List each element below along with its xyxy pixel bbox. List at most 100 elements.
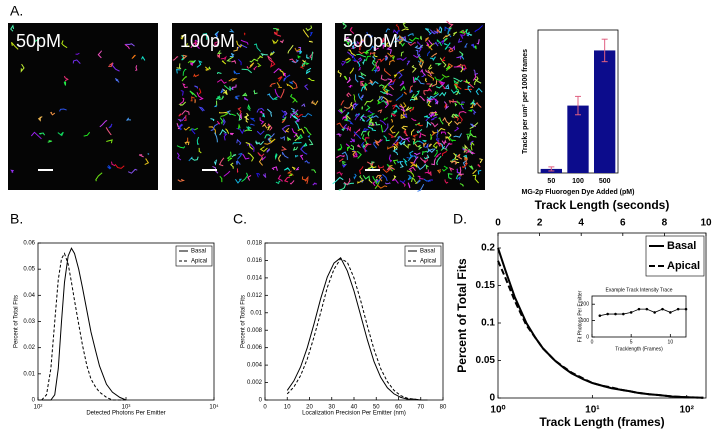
speck — [229, 28, 235, 33]
speck — [436, 138, 440, 143]
speck — [400, 85, 406, 92]
speck — [370, 165, 377, 169]
speck — [194, 85, 199, 89]
x-tick-label: 0 — [263, 405, 267, 411]
speck — [433, 91, 439, 96]
speck — [422, 139, 427, 143]
speck — [246, 125, 252, 131]
y-tick-label: 0.2 — [481, 243, 495, 254]
speck — [258, 157, 263, 166]
speck — [371, 59, 376, 66]
speck — [413, 96, 418, 100]
speck — [456, 175, 461, 181]
speck — [461, 29, 466, 36]
speck — [279, 39, 284, 44]
speck — [413, 53, 421, 59]
speck — [332, 176, 344, 185]
speck — [217, 50, 222, 55]
x-tick-label: 70 — [417, 405, 424, 411]
speck — [467, 85, 472, 93]
speck — [413, 140, 421, 145]
speck — [442, 165, 449, 172]
speck — [188, 156, 193, 162]
speck — [275, 180, 281, 185]
speck — [283, 72, 287, 77]
speck — [196, 60, 203, 68]
speck — [223, 170, 231, 177]
plot-frame — [591, 295, 687, 338]
speck — [372, 175, 378, 185]
speck — [464, 155, 468, 161]
speck — [405, 106, 411, 111]
speck — [178, 125, 183, 131]
y-tick-label: 200 — [581, 302, 590, 308]
speck — [184, 115, 187, 122]
speck — [356, 150, 362, 159]
speck — [289, 58, 297, 64]
speck — [338, 184, 346, 191]
speck — [243, 32, 246, 36]
speck — [459, 29, 468, 34]
speck — [412, 138, 418, 147]
bar — [567, 105, 589, 173]
speck — [362, 144, 367, 149]
speck — [398, 140, 406, 146]
x2-tick-label: 6 — [620, 218, 626, 229]
speck — [306, 54, 310, 59]
speck — [454, 102, 458, 107]
speck — [395, 105, 400, 110]
speck — [408, 37, 420, 42]
speck — [189, 62, 194, 66]
speck — [277, 76, 283, 82]
speck — [194, 41, 200, 46]
speck — [302, 29, 310, 38]
speck — [413, 75, 420, 82]
y-tick-label: 0.06 — [23, 241, 35, 247]
speck — [425, 69, 432, 77]
speck — [361, 134, 368, 145]
speck — [253, 89, 258, 95]
legend-box — [645, 235, 705, 277]
speck — [378, 174, 383, 182]
speck — [461, 162, 468, 169]
speck — [147, 153, 150, 155]
y-tick-label: 0 — [489, 393, 495, 404]
speck — [377, 100, 382, 105]
speck — [375, 174, 382, 179]
speck — [289, 81, 294, 85]
speck — [342, 124, 349, 131]
speck — [383, 117, 388, 121]
speck — [216, 78, 227, 84]
speck — [299, 50, 303, 55]
speck — [261, 156, 266, 161]
speck — [439, 91, 447, 97]
speck — [397, 160, 404, 164]
speck — [474, 76, 479, 86]
speck — [267, 93, 274, 101]
speck — [218, 157, 225, 167]
speck — [451, 113, 455, 118]
speck — [419, 35, 423, 40]
speck — [229, 52, 235, 58]
speck — [366, 161, 374, 167]
series-marker — [614, 312, 617, 316]
speck — [47, 140, 53, 143]
speck — [423, 156, 429, 164]
series-line — [41, 247, 127, 401]
x-tick-label: 10⁴ — [209, 404, 219, 411]
speck — [367, 130, 370, 137]
speck — [467, 109, 473, 112]
speck — [246, 66, 249, 69]
speck — [283, 167, 291, 171]
speck — [429, 29, 440, 34]
speck — [456, 168, 462, 174]
speck — [358, 46, 361, 51]
speck — [386, 163, 394, 172]
speck — [377, 57, 385, 63]
speck — [369, 45, 376, 51]
speck — [272, 96, 278, 100]
speck — [430, 122, 439, 128]
y-tick-label: 0 — [259, 398, 263, 404]
speck — [276, 82, 282, 88]
y-axis-label: Percent of Total Fits — [14, 295, 20, 348]
